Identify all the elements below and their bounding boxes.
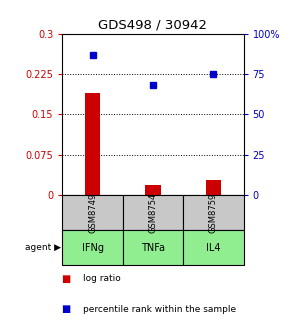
- Bar: [145, 185, 161, 195]
- Text: log ratio: log ratio: [83, 275, 120, 283]
- Bar: [123, 195, 183, 230]
- Text: ■: ■: [62, 304, 75, 314]
- Text: GSM8754: GSM8754: [148, 193, 157, 233]
- Title: GDS498 / 30942: GDS498 / 30942: [99, 18, 207, 31]
- Bar: [183, 230, 244, 265]
- Bar: [206, 180, 221, 195]
- Text: agent ▶: agent ▶: [25, 243, 61, 252]
- Bar: [62, 195, 123, 230]
- Text: IFNg: IFNg: [81, 243, 104, 253]
- Bar: [123, 230, 183, 265]
- Text: IL4: IL4: [206, 243, 221, 253]
- Text: TNFa: TNFa: [141, 243, 165, 253]
- Text: GSM8749: GSM8749: [88, 193, 97, 233]
- Bar: [183, 195, 244, 230]
- Text: ■: ■: [62, 274, 75, 284]
- Bar: [62, 230, 123, 265]
- Bar: [85, 93, 100, 195]
- Text: percentile rank within the sample: percentile rank within the sample: [83, 305, 236, 313]
- Text: GSM8759: GSM8759: [209, 193, 218, 233]
